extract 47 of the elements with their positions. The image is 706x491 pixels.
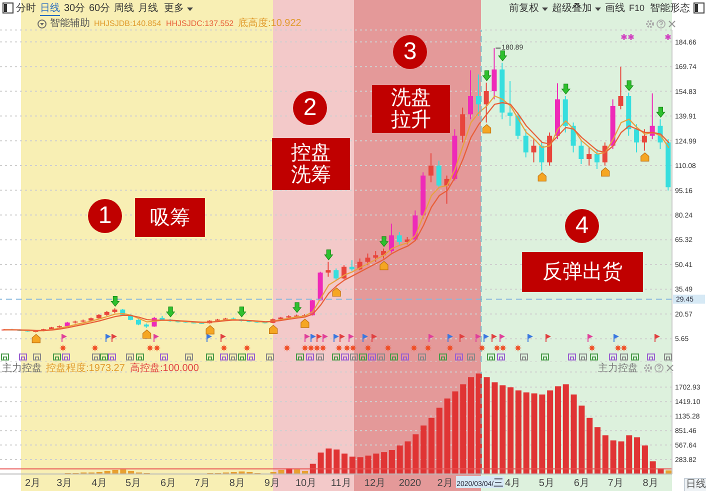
annotation: 2 <box>303 94 317 122</box>
x-tick-label: 7月 <box>608 478 624 489</box>
text: 画线 <box>605 3 625 15</box>
band-label: 反弹出货 <box>542 261 622 283</box>
x-tick-label: 11月 <box>330 478 352 489</box>
band-label: 洗盘拉升 <box>390 87 432 131</box>
text: 月线 <box>138 3 158 15</box>
band-label: 控盘洗筹 <box>290 142 332 186</box>
text: F10 <box>629 3 645 14</box>
text: 分时 <box>16 3 36 15</box>
x-tick-label: 5月 <box>125 478 142 489</box>
text: 智能形态 <box>650 3 690 15</box>
text: 日线 <box>40 3 60 16</box>
annotation: 3 <box>403 38 417 66</box>
x-tick-label: 2月 <box>437 478 453 489</box>
text: 智能辅助 <box>50 18 90 30</box>
chart-title: 主力控盘 <box>2 363 42 375</box>
annotation: 高控盘:100.000 <box>130 363 199 375</box>
annotation: 4 <box>575 212 589 240</box>
x-tick-label: 5月 <box>538 478 554 489</box>
x-tick-label: 2月 <box>24 478 41 489</box>
text: 更多 <box>164 3 184 15</box>
text: 前复权 <box>509 3 539 15</box>
annotation: 1 <box>98 202 112 230</box>
text: 30分 <box>64 3 86 15</box>
text: 底高度:10.922 <box>238 18 302 30</box>
band-label: 吸筹 <box>150 206 190 228</box>
text: HHJSJDC:137.552 <box>166 19 234 29</box>
x-tick-label: 4月 <box>504 478 521 489</box>
x-tick-label: 6月 <box>574 478 590 489</box>
x-tick-label: 8月 <box>229 478 245 489</box>
annotation: 主力控盘 <box>598 363 638 375</box>
x-tick-label: 2020 <box>398 478 422 489</box>
text: 60分 <box>89 3 110 15</box>
x-tick-label: 10月 <box>296 478 317 489</box>
x-tick-label: 6月 <box>160 478 176 489</box>
x-tick-label: 3月 <box>56 478 72 489</box>
x-tick-label: 4月 <box>92 478 108 489</box>
annotation: 控盘程度:1973.27 <box>46 363 125 375</box>
text: 日线 <box>684 478 706 491</box>
text: 周线 <box>114 3 134 15</box>
x-tick-label: 9月 <box>264 478 280 489</box>
x-tick-label: 8月 <box>642 478 658 489</box>
x-tick-label: 7月 <box>194 478 210 489</box>
text: HHJSJDB:140.854 <box>94 19 162 29</box>
text: 超级叠加 <box>552 3 592 15</box>
x-tick-label: 12月 <box>364 478 386 489</box>
